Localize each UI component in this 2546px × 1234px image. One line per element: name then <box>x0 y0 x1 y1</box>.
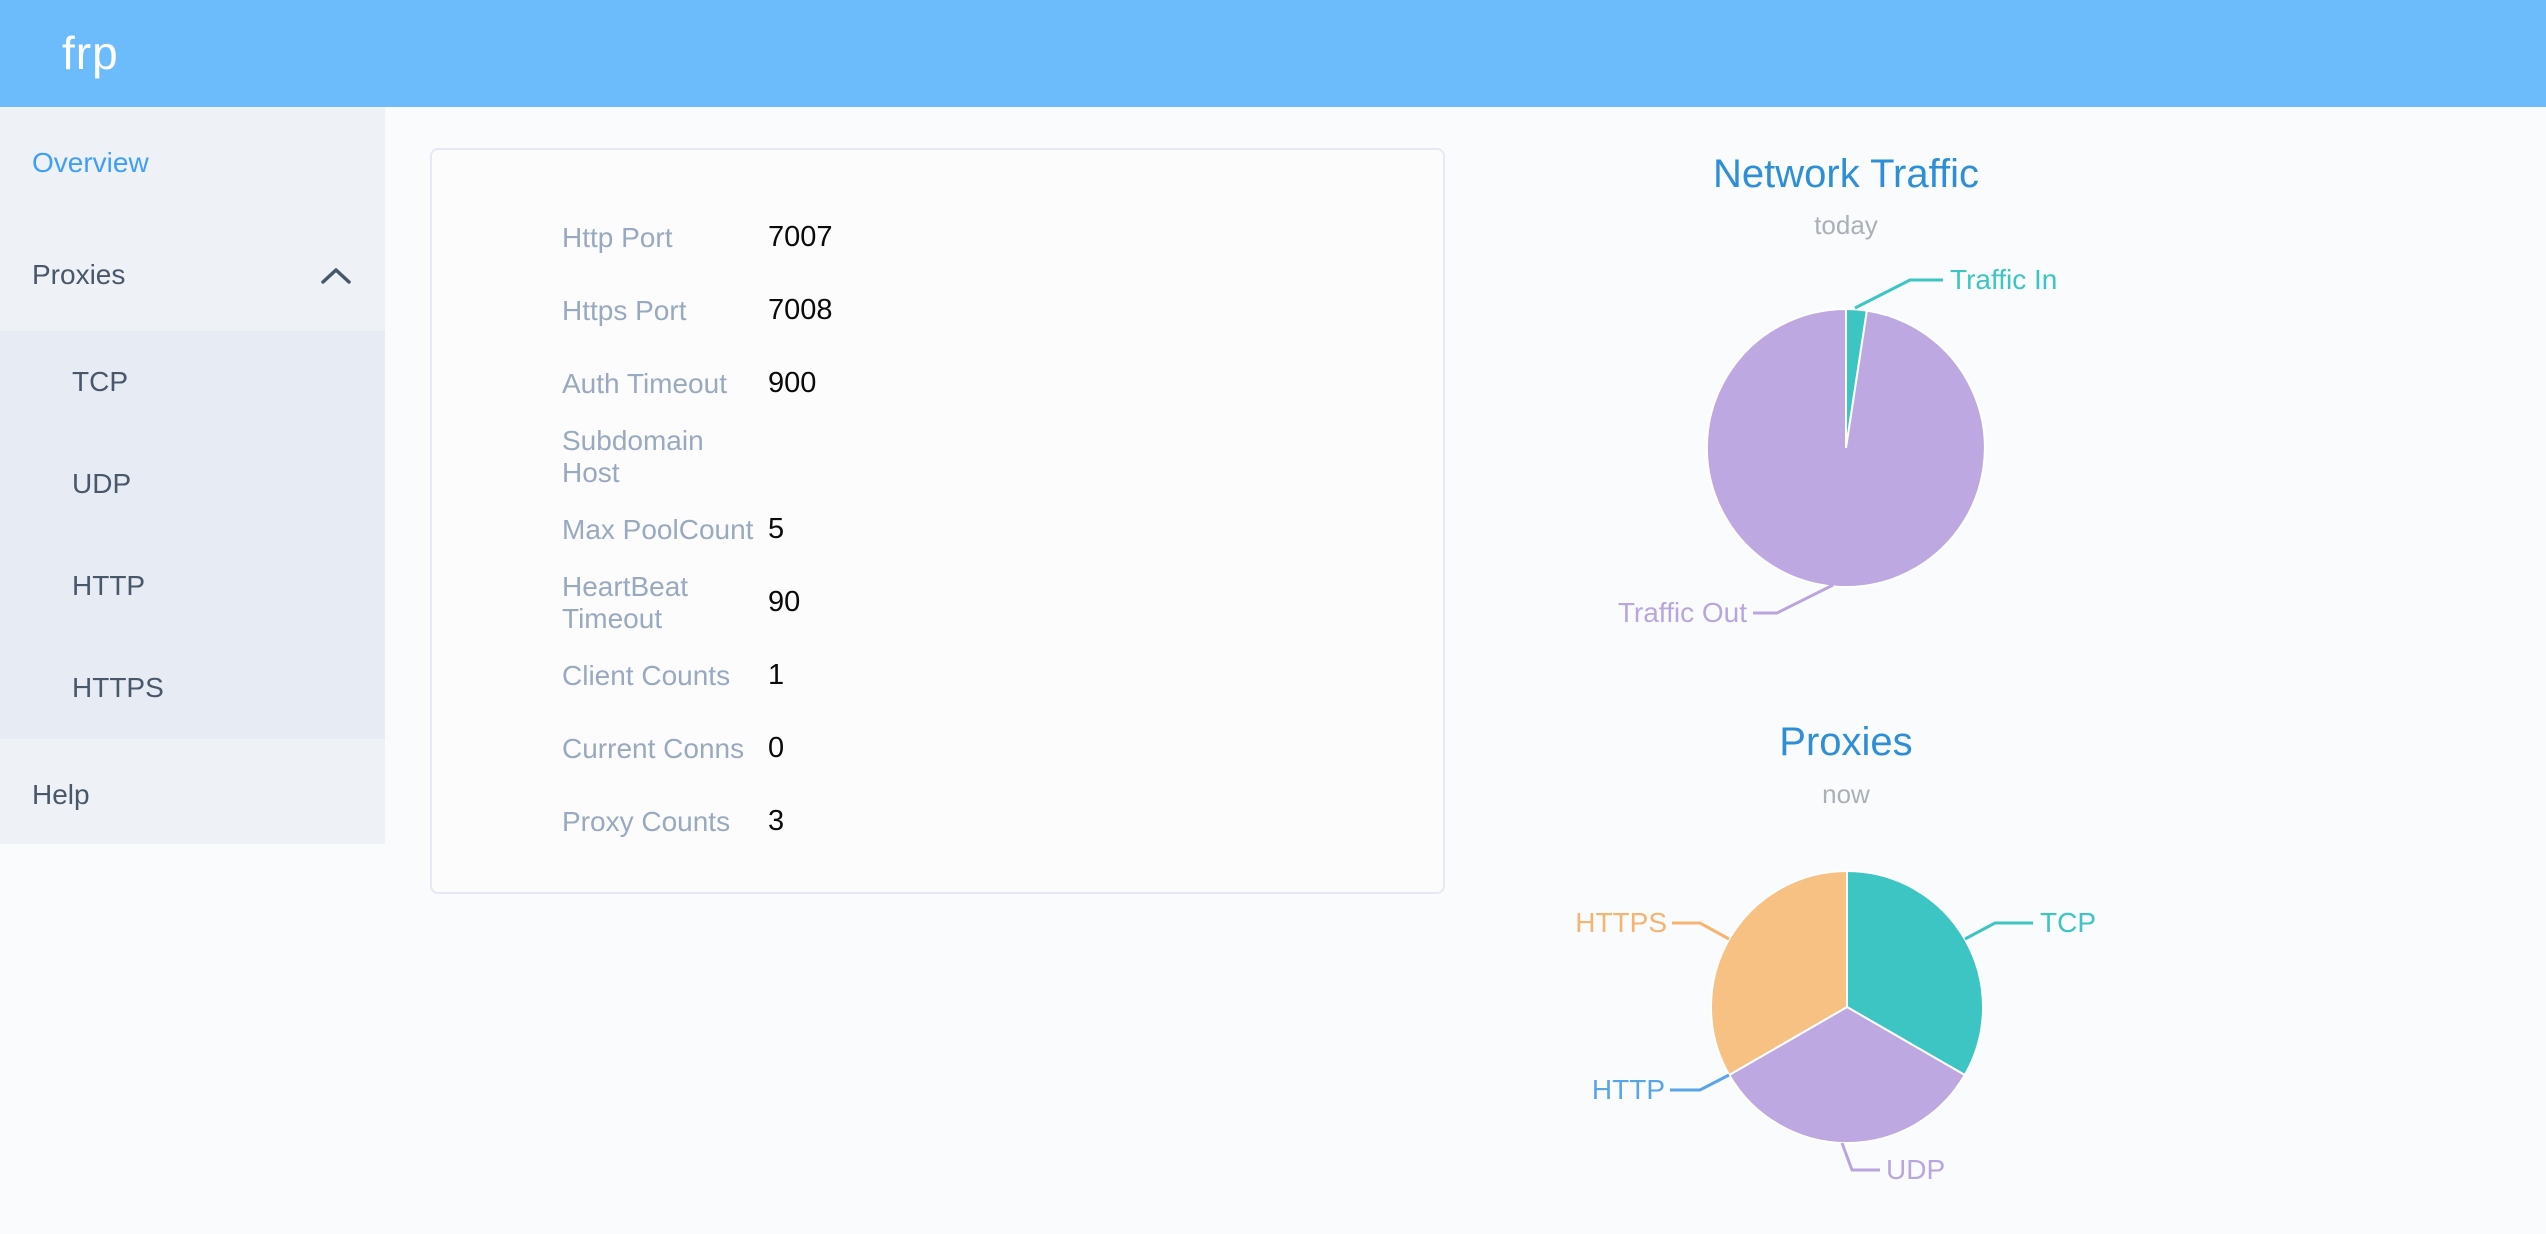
info-row-subdomain-host: Subdomain Host <box>432 420 1443 493</box>
info-label: Current Conns <box>562 732 745 764</box>
traffic-in-leader-line <box>1854 278 1943 310</box>
proxies-submenu: TCP UDP HTTP HTTPS <box>0 331 385 739</box>
info-row-current-conns: Current Conns 0 <box>432 712 1443 785</box>
pie-label-traffic-in: Traffic In <box>1950 264 2058 295</box>
sidebar-subitem-http[interactable]: HTTP <box>72 570 146 601</box>
chart-proxies: Proxies now TCP HTTPS HTTP UDP <box>1550 700 2190 1234</box>
info-value: 0 <box>768 732 785 764</box>
traffic-out-leader-line <box>1753 583 1834 615</box>
info-value: 90 <box>768 586 801 618</box>
pie-label-tcp: TCP <box>2040 907 2096 938</box>
sidebar: Overview Proxies TCP UDP HTTP HTTPS Help <box>0 107 385 844</box>
pie-slice-https <box>1710 869 1848 1077</box>
info-value: 5 <box>768 513 785 545</box>
pie-label-udp: UDP <box>1886 1154 1946 1185</box>
info-label: Auth Timeout <box>562 367 727 399</box>
http-leader-line <box>1670 1073 1730 1092</box>
info-row-heartbeat-timeout: HeartBeat Timeout 90 <box>432 566 1443 639</box>
frp-logo: frp <box>62 27 119 79</box>
pie-slice-tcp <box>1846 869 1984 1077</box>
sidebar-item-proxies-label: Proxies <box>32 259 126 290</box>
pie-label-traffic-out: Traffic Out <box>1617 597 1747 628</box>
info-row-auth-timeout: Auth Timeout 900 <box>432 347 1443 420</box>
info-label: Proxy Counts <box>562 805 731 837</box>
chart-title: Network Traffic <box>1713 152 1979 196</box>
sidebar-item-help[interactable]: Help <box>0 739 385 851</box>
info-label: Subdomain Host <box>562 424 704 488</box>
server-info-card: Http Port 7007 Https Port 7008 Auth Time… <box>430 148 1445 894</box>
udp-leader-line <box>1840 1142 1880 1172</box>
sidebar-subitem-https[interactable]: HTTPS <box>72 672 164 703</box>
info-row-proxy-counts: Proxy Counts 3 <box>432 785 1443 858</box>
info-value: 1 <box>768 659 785 691</box>
sidebar-item-overview[interactable]: Overview <box>0 107 385 219</box>
chart-title: Proxies <box>1779 720 1913 764</box>
chart-network-traffic: Network Traffic today Traffic In Traffic… <box>1550 140 2190 700</box>
pie-label-http: HTTP <box>1591 1074 1665 1105</box>
https-leader-line <box>1672 921 1730 941</box>
info-label: Client Counts <box>562 659 731 691</box>
sidebar-item-proxies[interactable]: Proxies <box>0 219 385 331</box>
info-label: Http Port <box>562 221 673 253</box>
proxies-pie <box>1670 869 2033 1172</box>
info-value: 900 <box>768 367 817 399</box>
info-label: Max PoolCount <box>562 513 754 545</box>
info-label: HeartBeat Timeout <box>562 570 689 634</box>
tcp-leader-line <box>1964 921 2033 941</box>
info-value: 7007 <box>768 221 833 253</box>
chart-subtitle: now <box>1822 779 1870 809</box>
chevron-up-icon[interactable] <box>321 267 351 284</box>
info-value: 7008 <box>768 294 833 326</box>
info-value: 3 <box>768 805 785 837</box>
info-row-max-poolcount: Max PoolCount 5 <box>432 493 1443 566</box>
chart-subtitle: today <box>1814 210 1878 240</box>
info-row-client-counts: Client Counts 1 <box>432 639 1443 712</box>
network-traffic-pie <box>1705 278 1986 615</box>
sidebar-item-overview-label: Overview <box>32 147 149 178</box>
pie-slice-traffic-out <box>1705 307 1986 588</box>
info-row-http-port: Http Port 7007 <box>432 201 1443 274</box>
sidebar-item-help-label: Help <box>32 779 90 810</box>
sidebar-subitem-udp[interactable]: UDP <box>72 468 132 499</box>
pie-label-https: HTTPS <box>1575 907 1667 938</box>
sidebar-subitem-tcp[interactable]: TCP <box>72 366 128 397</box>
info-row-https-port: Https Port 7008 <box>432 274 1443 347</box>
info-label: Https Port <box>562 294 687 326</box>
app-header: frp <box>0 0 2546 107</box>
